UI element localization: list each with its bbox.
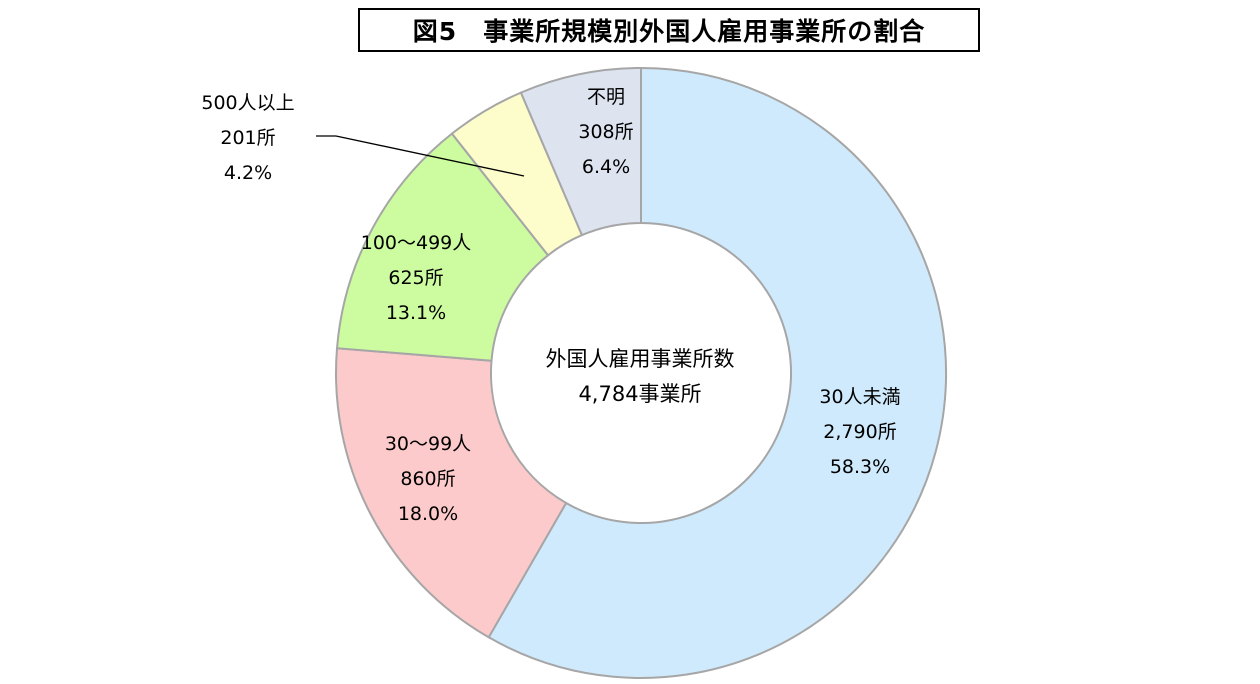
- slice-label-lt30: 30人未満 2,790所 58.3%: [790, 380, 930, 485]
- slice-count: 201所: [220, 127, 276, 149]
- slice-category: 100～499人: [360, 232, 472, 254]
- slice-count: 308所: [578, 121, 634, 143]
- slice-percent: 6.4%: [581, 156, 631, 178]
- donut-slice-lt30: [487, 66, 947, 679]
- slice-label-unknown: 不明 308所 6.4%: [536, 80, 676, 185]
- slice-category: 30人未満: [819, 386, 901, 408]
- slice-label-30-99: 30～99人 860所 18.0%: [358, 427, 498, 532]
- slice-category: 30～99人: [384, 433, 472, 455]
- slice-count: 860所: [400, 468, 456, 490]
- slice-category: 500人以上: [201, 92, 295, 114]
- donut-slice-100-499: [335, 132, 550, 362]
- slice-percent: 58.3%: [829, 456, 891, 478]
- center-label: 外国人雇用事業所数 4,784事業所: [490, 342, 790, 412]
- slice-label-100-499: 100～499人 625所 13.1%: [346, 226, 486, 331]
- slice-percent: 13.1%: [385, 302, 447, 324]
- slice-category: 不明: [586, 86, 625, 108]
- slice-count: 625所: [388, 267, 444, 289]
- slices-group: [335, 66, 947, 679]
- chart-title: 図5 事業所規模別外国人雇用事業所の割合: [358, 8, 980, 52]
- slice-label-500-plus: 500人以上 201所 4.2%: [178, 86, 318, 191]
- slice-count: 2,790所: [823, 421, 897, 443]
- donut-slice-unknown: [519, 66, 642, 237]
- donut-slice-30-99: [335, 347, 568, 639]
- center-label-title: 外国人雇用事業所数: [545, 347, 735, 371]
- slice-percent: 18.0%: [397, 503, 459, 525]
- center-label-total: 4,784事業所: [578, 382, 702, 406]
- leader-line-500-plus-angled: [335, 135, 525, 177]
- slice-percent: 4.2%: [223, 162, 273, 184]
